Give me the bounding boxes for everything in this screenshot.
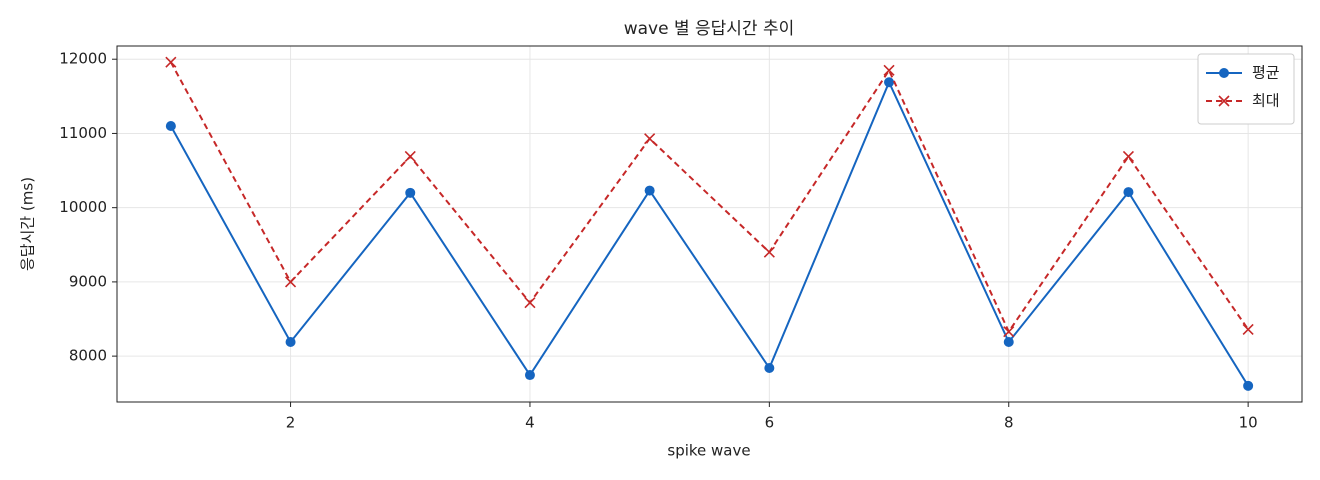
data-point [1003, 337, 1014, 348]
data-point [764, 363, 775, 374]
data-point [284, 276, 297, 288]
data-point [883, 64, 895, 76]
y-tick-label: 12000 [59, 50, 107, 68]
chart-title: wave 별 응답시간 추이 [624, 19, 795, 39]
series-line [169, 61, 1249, 334]
y-axis-label: 응답시간 (ms) [19, 177, 37, 271]
data-point [644, 133, 656, 145]
x-tick-label: 4 [525, 414, 535, 432]
legend-marker [1219, 68, 1229, 78]
x-tick-label: 2 [286, 414, 296, 432]
legend-label: 평균 [1252, 64, 1280, 82]
x-tick-label: 8 [1004, 414, 1014, 432]
data-point [884, 77, 895, 88]
plot-frame [116, 45, 1303, 403]
legend-label: 최대 [1252, 92, 1280, 110]
data-point [285, 337, 296, 348]
data-point [644, 185, 655, 196]
data-point [1003, 326, 1015, 338]
data-point [524, 297, 536, 309]
data-point [405, 187, 416, 198]
data-point [404, 150, 416, 163]
y-tick-label: 10000 [59, 198, 107, 216]
y-tick-label: 11000 [59, 124, 107, 142]
legend-marker [1218, 95, 1230, 107]
data-point [165, 121, 176, 132]
data-point [763, 246, 775, 258]
y-tick-label: 9000 [69, 272, 107, 290]
x-axis-label: spike wave [667, 442, 750, 460]
data-point [1243, 380, 1254, 391]
y-tick-label: 8000 [69, 347, 107, 365]
x-tick-label: 6 [765, 414, 775, 432]
data-point [1242, 323, 1254, 335]
data-point [1123, 187, 1134, 198]
x-tick-label: 10 [1239, 414, 1258, 432]
data-point [1122, 150, 1135, 163]
series-line [169, 79, 1249, 387]
data-point [165, 56, 177, 68]
data-point [524, 370, 535, 381]
